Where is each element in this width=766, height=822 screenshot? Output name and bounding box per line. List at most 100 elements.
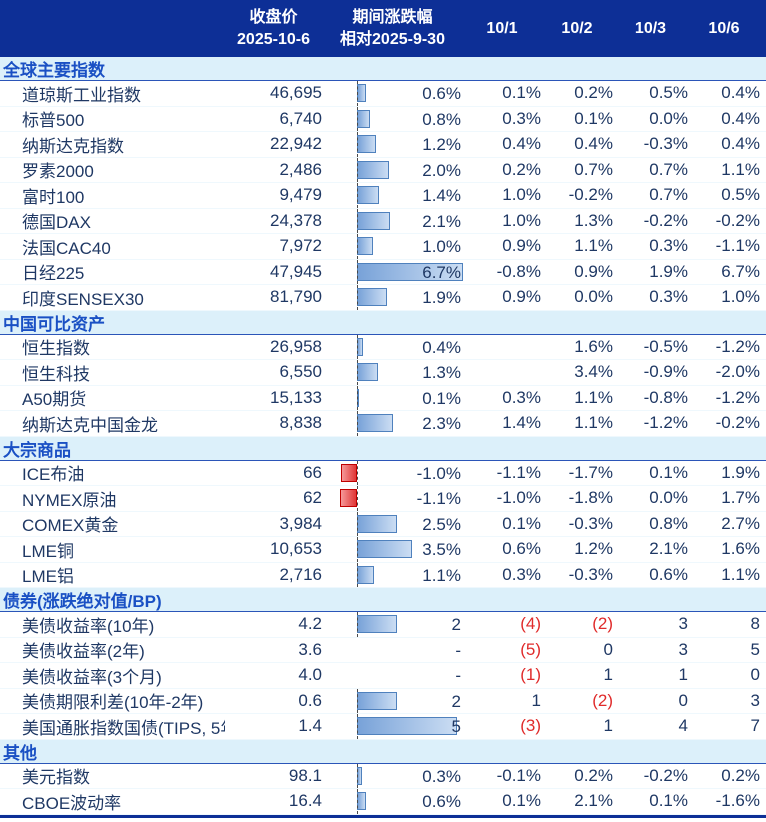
daily-change-value: 0 [603,639,613,659]
period-change-value: 2.0% [422,160,461,180]
section-header: 中国可比资产 [0,310,766,335]
close-price: 6,550 [279,362,322,382]
daily-change-value: -1.7% [568,462,613,482]
daily-change-value: -0.8% [643,387,688,407]
daily-change-value: 0.1% [574,108,613,128]
daily-change-value: 1.7% [721,488,760,508]
daily-change-value: 0.4% [721,134,760,154]
bottom-border [0,814,766,818]
change-bar [341,463,357,482]
daily-change-value: 0.4% [721,108,760,128]
table-row: CBOE波动率 16.4 0.6% 0.1% 2.1% 0.1% -1.6% [0,789,766,815]
daily-change-value: 1 [678,665,688,685]
period-change-cell: 2.5% [322,511,463,536]
period-change-cell: - [322,663,463,688]
daily-change-value: 0.4% [721,83,760,103]
daily-change-value: 0 [750,665,760,685]
table-row: 美债收益率(3个月) 4.0 - (1) 1 1 0 [0,663,766,689]
table-row: 美国通胀指数国债(TIPS, 5年) 1.4 5 (3) 1 4 7 [0,714,766,740]
daily-change-value: 0.2% [574,765,613,785]
change-bar [357,211,391,230]
daily-change-value: 0.3% [649,287,688,307]
bar-axis [357,714,358,739]
daily-change-value: 1.6% [574,336,613,356]
daily-change-value: 0.1% [649,791,688,811]
daily-change-value: 0.3% [502,108,541,128]
table-row: 恒生指数 26,958 0.4% 1.6% -0.5% -1.2% [0,334,766,360]
period-change-value: - [455,640,461,660]
close-price: 1.4 [298,716,322,736]
period-change-value: 1.9% [422,288,461,307]
instrument-name: 美国通胀指数国债(TIPS, 5年) [22,718,225,738]
daily-change-value: (2) [592,614,613,634]
table-row: A50期货 15,133 0.1% 0.3% 1.1% -0.8% -1.2% [0,385,766,411]
period-change-value: 2.3% [422,414,461,433]
table-row: LME铜 10,653 3.5% 0.6% 1.2% 2.1% 1.6% [0,537,766,563]
period-change-value: 6.7% [422,262,461,282]
table-header: 收盘价 2025-10-6 期间涨跌幅 相对2025-9-30 10/1 10/… [0,0,766,57]
daily-change-value: -0.8% [496,261,541,281]
daily-change-value: 1.0% [721,287,760,307]
close-price: 24,378 [270,210,322,230]
table-row: LME铝 2,716 1.1% 0.3% -0.3% 0.6% 1.1% [0,562,766,588]
daily-change-value: (5) [520,639,541,659]
table-row: 德国DAX 24,378 2.1% 1.0% 1.3% -0.2% -0.2% [0,208,766,234]
change-bar [357,540,413,558]
daily-change-value: -0.2% [715,210,760,230]
period-change-cell: 1.0% [322,234,463,259]
table-row: 法国CAC40 7,972 1.0% 0.9% 1.1% 0.3% -1.1% [0,234,766,260]
bar-axis [357,460,358,485]
close-price: 46,695 [270,83,322,103]
period-change-value: -1.0% [416,463,461,483]
daily-change-value: 0.4% [502,134,541,154]
instrument-name: 法国CAC40 [22,238,111,258]
daily-change-value: (4) [520,614,541,634]
period-change-value: - [455,666,461,685]
instrument-name: 恒生指数 [22,339,90,359]
close-price: 62 [303,488,322,508]
daily-change-value: 1 [603,665,613,685]
daily-change-value: 1.1% [721,159,760,179]
table-row: 标普500 6,740 0.8% 0.3% 0.1% 0.0% 0.4% [0,106,766,132]
instrument-name: 印度SENSEX30 [22,289,144,309]
close-price: 22,942 [270,134,322,154]
period-change-value: 2 [451,691,461,711]
daily-change-value: 0.4% [574,134,613,154]
daily-change-value: 0.9% [502,236,541,256]
daily-change-value: 1 [531,690,541,710]
daily-change-value: 0.8% [649,513,688,533]
daily-change-value: 1.0% [502,185,541,205]
daily-change-value: 0.0% [574,287,613,307]
close-price: 10,653 [270,539,322,559]
period-change-cell: 0.6% [322,81,463,106]
close-price: 4.2 [298,614,322,634]
daily-change-value: 5 [750,639,760,659]
change-bar [357,514,397,533]
header-close-price: 收盘价 2025-10-6 [225,7,322,50]
daily-change-value: -0.3% [568,564,613,584]
daily-change-value: 1.1% [721,564,760,584]
header-period-change-ref: 相对2025-9-30 [340,30,445,48]
period-change-cell: 3.5% [322,537,463,562]
bar-axis [357,511,358,536]
daily-change-value: 2.1% [574,791,613,811]
period-change-cell: 1.3% [322,360,463,385]
bar-axis [357,132,358,157]
close-price: 15,133 [270,387,322,407]
daily-change-value: 1.0% [502,210,541,230]
daily-change-value: 0 [678,690,688,710]
daily-change-value: -1.1% [715,236,760,256]
daily-change-value: 1.9% [721,462,760,482]
period-change-cell: 2 [322,688,463,713]
daily-change-value: 0.5% [649,83,688,103]
change-bar [357,160,389,179]
period-change-cell: 1.2% [322,132,463,157]
table-row: 日经225 47,945 6.7% -0.8% 0.9% 1.9% 6.7% [0,259,766,285]
change-bar [357,565,375,584]
instrument-name: 美债期限利差(10年-2年) [22,693,204,713]
section-title: 全球主要指数 [3,61,105,80]
change-bar [357,363,378,381]
period-change-value: 1.1% [422,565,461,585]
close-price: 7,972 [279,236,322,256]
period-change-cell: 2 [322,612,463,637]
